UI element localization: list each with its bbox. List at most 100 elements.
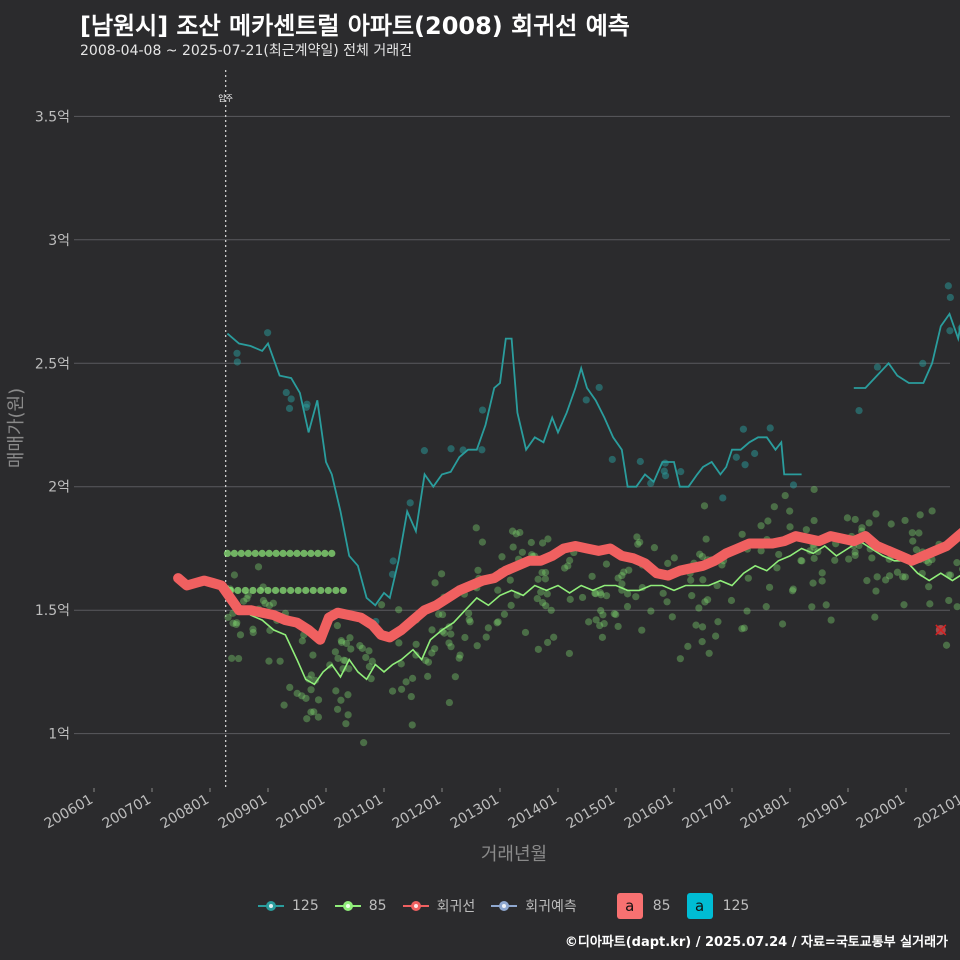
scatter-point-85 [428,626,436,634]
scatter-point-85 [534,645,542,653]
scatter-point-85 [307,671,315,679]
scatter-point-85 [778,620,787,628]
scatter-point-85 [412,651,420,659]
scatter-point-85 [521,628,530,637]
scatter-point-85 [478,538,487,546]
scatter-point-85 [789,585,797,593]
x-tick-label: 201001 [274,792,328,833]
chart-subtitle: 2008-04-08 ~ 2025-07-21(최근계약일) 전체 거래건 [80,43,412,59]
scatter-point-85 [249,625,257,633]
scatter-point-85 [421,656,430,665]
scatter-point-85 [688,592,696,600]
scatter-point-85 [566,595,574,603]
scatter-point-85 [367,675,375,683]
scatter-point-85 [692,621,700,629]
scatter-point-85 [928,507,936,515]
scatter-point-125 [478,406,487,414]
x-tick-label: 200601 [42,792,96,833]
scatter-point-85 [882,576,890,584]
scatter-point-85 [269,599,277,607]
scatter-point-85 [507,601,515,609]
scatter-point-85 [256,586,265,595]
scatter-point-85 [926,600,934,608]
scatter-point-85 [696,550,704,558]
scatter-point-125 [420,447,428,455]
legend-item-125: 125 [258,896,319,916]
x-tick-label: 201701 [680,792,734,833]
scatter-point-85 [542,602,550,610]
scatter-point-85 [788,587,797,595]
scatter-point-85 [339,586,347,595]
x-tick-label: 200801 [158,792,212,833]
x-tick-label: 202001 [854,792,908,833]
scatter-point-125 [732,453,740,461]
x-tick-label: 200901 [216,792,270,833]
scatter-point-85 [473,642,481,650]
scatter-point-85 [663,598,671,606]
scatter-point-85 [547,606,555,614]
scatter-point-125 [741,461,749,469]
scatter-point-85 [324,586,332,595]
scatter-point-85 [237,549,245,558]
legend-label-forecast: 회귀예측 [525,899,577,915]
scatter-point-85 [873,573,881,581]
scatter-point-85 [362,653,370,662]
scatter-point-85 [565,649,574,658]
scatter-point-85 [276,657,284,665]
scatter-point-85 [258,549,266,558]
scatter-point-85 [241,586,249,595]
scatter-point-85 [942,641,951,649]
legend-label-85: 85 [368,898,387,914]
scatter-point-85 [300,549,308,558]
scatter-point-85 [698,623,707,631]
scatter-point-85 [912,546,921,554]
scatter-point-85 [610,610,618,618]
legend-item-regression: 회귀선 [402,896,475,916]
scatter-point-125 [739,425,748,433]
scatter-point-85 [251,549,259,558]
scatter-point-85 [541,568,550,577]
scatter-point-85 [687,576,695,584]
scatter-point-85 [659,589,667,597]
scatter-point-85 [280,701,288,709]
legend-box-125: a 125 [686,893,749,919]
scatter-point-85 [309,586,317,595]
scatter-point-85 [851,515,859,524]
scatter-point-125 [766,424,774,432]
scatter-point-85 [494,618,502,626]
scatter-point-85 [224,613,232,621]
scatter-point-85 [538,568,546,577]
series-line-85 [226,540,960,686]
scatter-point-125 [719,494,727,502]
scatter-point-85 [500,610,509,618]
scatter-point-85 [303,715,311,723]
scatter-point-85 [342,639,351,648]
scatter-point-125 [751,449,759,458]
scatter-point-85 [431,579,439,587]
scatter-point-85 [232,620,240,629]
scatter-point-85 [302,586,310,595]
scatter-point-85 [287,586,295,595]
scatter-point-85 [412,640,420,648]
scatter-point-85 [916,511,924,519]
scatter-point-85 [810,516,818,525]
scatter-point-85 [827,616,835,624]
scatter-point-85 [757,547,765,555]
scatter-point-85 [596,589,604,597]
scatter-point-85 [539,598,547,607]
scatter-point-85 [743,607,751,615]
scatter-point-85 [445,639,453,647]
scatter-point-85 [865,519,873,527]
scatter-point-85 [358,644,366,652]
scatter-point-85 [447,643,455,651]
scatter-point-125 [661,472,670,480]
scatter-point-125 [264,329,272,337]
scatter-point-85 [293,549,301,558]
scatter-point-85 [508,527,517,535]
scatter-point-85 [465,609,473,617]
y-tick-label: 1억 [48,727,70,743]
scatter-point-85 [321,549,329,558]
scatter-point-85 [402,678,410,686]
scatter-point-85 [843,514,852,522]
scatter-point-85 [259,596,267,605]
